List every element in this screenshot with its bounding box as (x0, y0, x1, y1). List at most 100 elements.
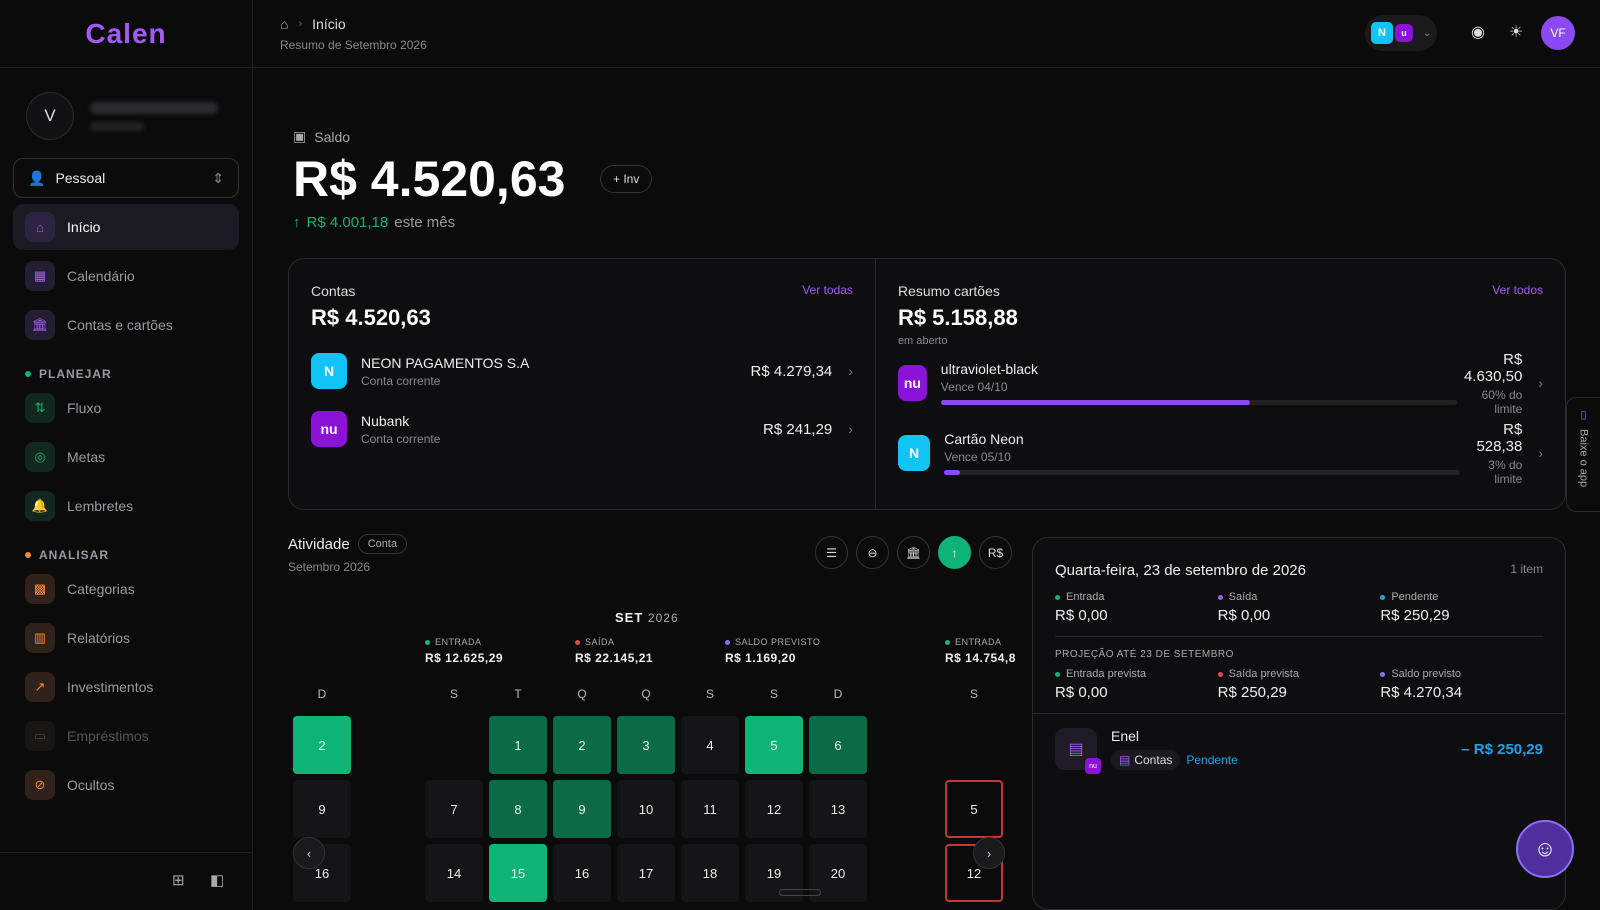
download-app-tab[interactable]: ▯ Baixe o app (1566, 397, 1600, 512)
calendar-day[interactable]: 16 (553, 844, 611, 902)
sidebar-item-lembretes[interactable]: 🔔 Lembretes (13, 483, 239, 529)
person-icon: 👤 (28, 169, 46, 186)
sidebar-item-calendario[interactable]: ▦ Calendário (13, 253, 239, 299)
calendar-summary-item: ENTRADA R$ 12.625,29 (425, 637, 504, 665)
calendar-day[interactable]: 1 (489, 716, 547, 774)
transaction-row[interactable]: ▤ nu Enel ▤ Contas Pendente – R$ 250,29 (1033, 713, 1565, 784)
card-row[interactable]: N Cartão Neon Vence 05/10 R$ 528,38 3% do … (897, 421, 1543, 486)
chevron-updown-icon: ⇕ (212, 169, 224, 186)
sun-icon[interactable]: ☀ (1508, 24, 1524, 41)
sidebar-item-investimentos[interactable]: ↗ Investimentos (13, 664, 239, 710)
calendar-day[interactable]: 14 (425, 844, 483, 902)
card-due: Vence 04/10 (940, 380, 1008, 394)
profile-selector[interactable]: 👤 Pessoal ⇕ (13, 158, 239, 198)
sidebar-item-emprestimos[interactable]: ▭ Empréstimos (13, 713, 239, 759)
chevron-right-icon: › (848, 363, 853, 379)
user-profile[interactable]: V (0, 68, 252, 158)
calendar-day[interactable]: 17 (617, 844, 675, 902)
account-amount: R$ 4.279,34 (750, 362, 833, 380)
transaction-category[interactable]: ▤ Contas (1111, 750, 1181, 770)
arrow-up-icon[interactable]: ↑ (938, 536, 971, 569)
account-type: Conta corrente (361, 373, 441, 388)
calendar-day[interactable]: 4 (681, 716, 739, 774)
currency-button[interactable]: R$ (979, 536, 1012, 569)
phone-icon: ▯ (1580, 409, 1587, 421)
assistant-mascot-icon[interactable]: ☺ (1516, 820, 1574, 878)
nav-plan: ⇅ Fluxo ◎ Metas 🔔 Lembretes (0, 385, 252, 529)
card-name: Cartão Neon (944, 431, 1024, 447)
nubank-logo-icon: nu (897, 365, 927, 401)
weekday-header: D (317, 687, 327, 701)
chevron-right-icon: › (298, 18, 303, 30)
sidebar-item-contas[interactable]: 🏛 Contas e cartões (13, 302, 239, 348)
collapse-sidebar-icon[interactable]: ◧ (210, 872, 225, 889)
sidebar-item-fluxo[interactable]: ⇅ Fluxo (13, 385, 239, 431)
add-investment-button[interactable]: + Inv (600, 165, 653, 193)
cards-panel: Resumo cartões R$ 5.158,88 em aberto Ver… (874, 259, 1565, 509)
weekday-header: S (705, 687, 714, 701)
nubank-logo-icon: u (1395, 24, 1413, 42)
avatar[interactable]: V (26, 92, 74, 140)
calendar-day[interactable]: 6 (809, 716, 867, 774)
wallet-icon: ▣ (293, 128, 307, 144)
calendar-day[interactable]: 8 (489, 780, 547, 838)
activity-filter-tag[interactable]: Conta (357, 534, 408, 554)
growth-value: R$ 4.001,18 (306, 214, 389, 231)
stat-item: Saldo previsto R$ 4.270,34 (1380, 668, 1463, 701)
next-week-button[interactable]: › (973, 837, 1005, 869)
accounts-title: Contas (311, 283, 356, 299)
app-logo[interactable]: Calen (0, 0, 252, 68)
zoom-out-icon[interactable]: ⊖ (856, 536, 889, 569)
home-icon[interactable]: ⌂ (280, 16, 289, 32)
cards-title: Resumo cartões (897, 283, 1000, 299)
calendar-day[interactable]: 11 (681, 780, 739, 838)
account-row[interactable]: nu Nubank Conta corrente R$ 241,29 › (311, 407, 853, 451)
view-all-accounts-link[interactable]: Ver todas (802, 283, 853, 297)
balance-value: R$ 4.520,63 (293, 151, 566, 207)
prev-week-button[interactable]: ‹ (293, 837, 325, 869)
sidebar-item-categorias[interactable]: ▩ Categorias (13, 566, 239, 612)
calendar-day[interactable]: 9 (293, 780, 351, 838)
avatar[interactable]: VF (1541, 16, 1575, 50)
sidebar-item-relatorios[interactable]: ▥ Relatórios (13, 615, 239, 661)
calendar-day[interactable]: 9 (553, 780, 611, 838)
calendar-day[interactable]: 5 (945, 780, 1003, 838)
calendar-day[interactable]: 2 (553, 716, 611, 774)
filter-icon[interactable]: ☰ (815, 536, 848, 569)
account-name: Nubank (361, 412, 410, 429)
day-item-count: 1 item (1510, 562, 1543, 576)
sidebar-item-inicio[interactable]: ⌂ Início (13, 204, 239, 250)
sidebar-item-ocultos[interactable]: ⊘ Ocultos (13, 762, 239, 808)
eye-icon[interactable]: ◉ (1471, 24, 1485, 41)
sidebar-item-metas[interactable]: ◎ Metas (13, 434, 239, 480)
calendar-day[interactable]: 5 (745, 716, 803, 774)
card-name: ultraviolet-black (940, 361, 1039, 377)
calendar-day[interactable]: 2 (293, 716, 351, 774)
sidebar-footer: ⊞ ◧ (0, 852, 253, 910)
section-planejar: PLANEJAR (0, 351, 252, 385)
calendar-day[interactable]: 13 (809, 780, 867, 838)
activity-subtitle: Setembro 2026 (288, 560, 371, 574)
view-all-cards-link[interactable]: Ver todos (1492, 283, 1543, 297)
calendar-day[interactable]: 18 (681, 844, 739, 902)
chevron-right-icon: › (1538, 445, 1543, 461)
calendar-day[interactable]: 3 (617, 716, 675, 774)
profile-label: Pessoal (55, 170, 106, 186)
bank-icon[interactable]: 🏛 (897, 536, 930, 569)
bank-selector[interactable]: N u ⌄ (1365, 15, 1437, 51)
calendar-day[interactable]: 19 (745, 844, 803, 902)
calendar-day[interactable]: 12 (745, 780, 803, 838)
stat-item: Saída prevista R$ 250,29 (1217, 668, 1299, 701)
card-row[interactable]: nu ultraviolet-black Vence 04/10 R$ 4.630… (897, 351, 1543, 416)
calendar-day[interactable]: 7 (425, 780, 483, 838)
account-row[interactable]: N NEON PAGAMENTOS S.A Conta corrente R$ 4… (311, 349, 853, 393)
scroll-indicator[interactable] (779, 889, 821, 896)
calendar-day[interactable]: 15 (489, 844, 547, 902)
home-icon: ⌂ (25, 212, 55, 242)
qr-code-icon[interactable]: ⊞ (172, 872, 185, 889)
calendar-day[interactable]: 10 (617, 780, 675, 838)
stat-item: Entrada R$ 0,00 (1055, 591, 1108, 624)
arrow-up-icon: ↑ (293, 214, 301, 231)
account-name: NEON PAGAMENTOS S.A (361, 354, 530, 371)
nav-analyze: ▩ Categorias ▥ Relatórios ↗ Investimentos ▭… (0, 566, 252, 808)
